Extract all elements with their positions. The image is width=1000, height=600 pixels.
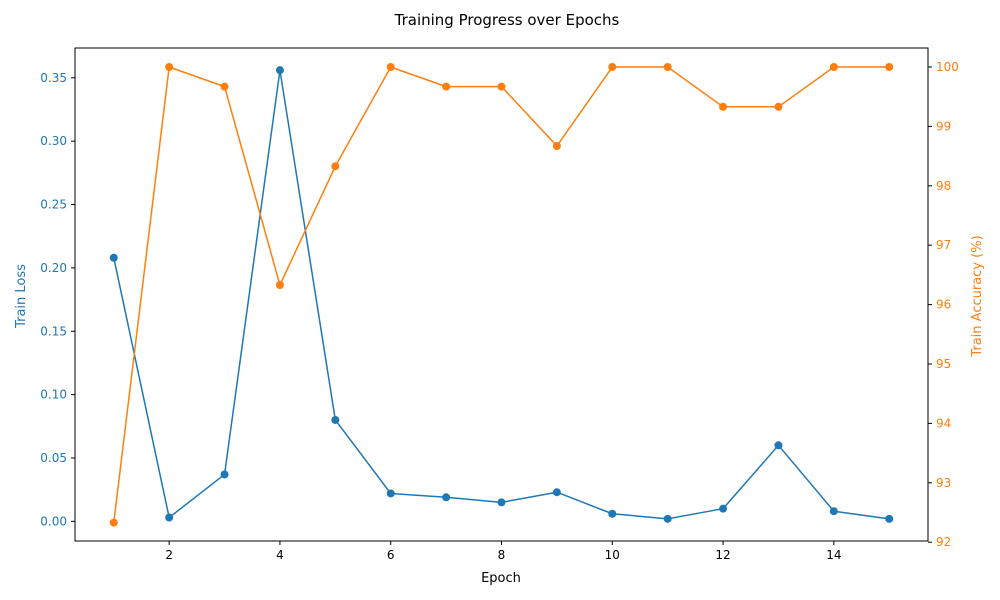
y-left-tick-label: 0.15: [40, 324, 67, 338]
data-point-accuracy: [220, 82, 229, 91]
data-point-accuracy: [719, 102, 728, 111]
y-left-tick-label: 0.25: [40, 198, 67, 212]
y-left-tick-label: 0.00: [40, 514, 67, 528]
series-line-accuracy: [113, 66, 890, 523]
data-point-loss: [220, 470, 229, 479]
data-point-loss: [552, 488, 561, 497]
data-point-loss: [885, 514, 894, 523]
y-axis-left: 0.00 0.05 0.10 0.15 0.20 0.25 0.30 0.35: [40, 71, 75, 528]
data-point-accuracy: [386, 63, 395, 72]
y-left-tick-label: 0.30: [40, 134, 67, 148]
y-right-tick-label: 98: [936, 179, 951, 193]
data-point-accuracy: [774, 102, 783, 111]
x-tick-label: 8: [498, 548, 506, 562]
data-point-loss: [442, 493, 451, 502]
x-axis-label: Epoch: [481, 571, 521, 586]
chart-title: Training Progress over Epochs: [394, 11, 620, 29]
x-tick-label: 2: [165, 548, 173, 562]
data-point-accuracy: [331, 162, 340, 171]
data-point-accuracy: [109, 518, 118, 527]
y-right-tick-label: 93: [936, 476, 951, 490]
y-right-tick-label: 99: [936, 119, 951, 133]
plot-area: [109, 63, 894, 527]
data-point-loss: [497, 498, 506, 507]
data-point-loss: [386, 489, 395, 498]
data-point-accuracy: [552, 142, 561, 151]
data-point-loss: [331, 415, 340, 424]
y-right-tick-label: 94: [936, 416, 951, 430]
data-point-accuracy: [442, 82, 451, 91]
data-point-accuracy: [663, 63, 672, 72]
y-axis-left-label: Train Loss: [14, 264, 29, 329]
data-point-loss: [829, 507, 838, 516]
y-right-tick-label: 96: [936, 298, 951, 312]
data-point-accuracy: [608, 63, 617, 72]
data-point-loss: [165, 513, 174, 522]
y-right-tick-label: 95: [936, 357, 951, 371]
x-tick-label: 10: [605, 548, 620, 562]
data-point-loss: [719, 504, 728, 513]
y-right-tick-label: 97: [936, 238, 951, 252]
data-point-loss: [663, 514, 672, 523]
y-left-tick-label: 0.05: [40, 451, 67, 465]
data-point-accuracy: [885, 63, 894, 72]
data-point-accuracy: [165, 63, 174, 72]
data-point-loss: [608, 509, 617, 518]
data-point-accuracy: [275, 281, 284, 289]
x-tick-label: 14: [826, 548, 841, 562]
series-line-loss: [113, 69, 890, 520]
x-tick-label: 12: [715, 548, 730, 562]
x-axis: 2 4 6 8 10 12 14: [165, 541, 841, 562]
y-left-tick-label: 0.10: [40, 388, 67, 402]
data-point-loss: [275, 66, 284, 75]
x-tick-label: 6: [387, 548, 395, 562]
y-axis-right: 92 93 94 95 96 97 98 99 100: [928, 60, 959, 549]
data-point-loss: [774, 441, 783, 450]
y-right-tick-label: 92: [936, 535, 951, 549]
y-left-tick-label: 0.35: [40, 71, 67, 85]
x-tick-label: 4: [276, 548, 284, 562]
data-point-accuracy: [829, 63, 838, 72]
data-point-loss: [109, 253, 118, 262]
plot-frame: [74, 47, 929, 542]
y-right-tick-label: 100: [936, 60, 959, 74]
data-point-accuracy: [497, 82, 506, 91]
y-left-tick-label: 0.20: [40, 261, 67, 275]
y-axis-right-label: Train Accuracy (%): [970, 235, 985, 357]
